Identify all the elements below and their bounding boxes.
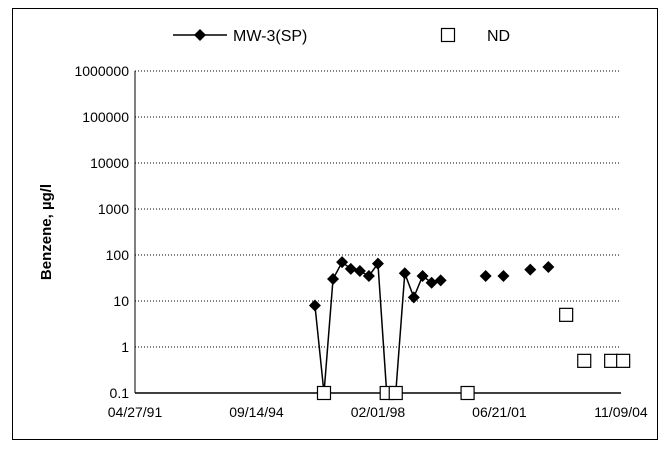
y-tick-label: 100 — [106, 247, 130, 263]
data-point-mw3 — [407, 291, 420, 304]
data-point-nd — [604, 353, 619, 368]
data-point-mw3 — [362, 269, 375, 282]
legend-marker-nd — [440, 27, 456, 43]
data-point-nd — [616, 353, 631, 368]
data-point-mw3 — [542, 260, 555, 273]
data-point-mw3 — [371, 257, 384, 270]
y-tick-label: 100000 — [82, 109, 129, 125]
y-tick-label: 10000 — [90, 155, 129, 171]
x-tick-label: 02/01/98 — [351, 404, 406, 420]
data-point-mw3 — [425, 276, 438, 289]
data-point-mw3 — [308, 299, 321, 312]
data-point-mw3 — [353, 264, 366, 277]
x-tick-label: 06/21/01 — [472, 404, 527, 420]
data-point-nd — [559, 307, 574, 322]
benzene-chart: 1000000 100000 10000 1000 100 10 1 0.1 04/27/91 0… — [38, 27, 648, 420]
legend-marker-mw3 — [194, 29, 206, 41]
x-tick-label: 09/14/94 — [229, 404, 284, 420]
data-point-mw3 — [416, 269, 429, 282]
data-point-nd — [577, 353, 592, 368]
y-tick-label: 1 — [121, 339, 129, 355]
data-point-mw3 — [327, 273, 340, 286]
legend-label-nd: ND — [487, 28, 510, 45]
data-point-mw3 — [336, 256, 349, 269]
x-tick-label: 04/27/91 — [108, 404, 163, 420]
y-tick-label: 1000 — [98, 201, 129, 217]
y-tick-label: 0.1 — [110, 385, 130, 401]
data-point-mw3 — [344, 262, 357, 275]
y-tick-label: 1000000 — [74, 63, 129, 79]
data-point-mw3 — [497, 269, 510, 282]
data-point-mw3 — [434, 274, 447, 287]
y-axis-label: Benzene, µg/l — [38, 184, 55, 280]
data-point-nd — [460, 385, 475, 401]
data-point-mw3 — [479, 269, 492, 282]
data-point-mw3 — [524, 263, 537, 276]
data-point-nd — [316, 385, 332, 401]
data-point-mw3 — [398, 267, 411, 280]
data-point-nd — [388, 385, 403, 401]
chart-frame: 1000000 100000 10000 1000 100 10 1 0.1 04/27/91 0… — [12, 8, 658, 440]
x-tick-label: 11/09/04 — [594, 404, 648, 420]
legend-label-mw3: MW-3(SP) — [233, 28, 307, 45]
y-tick-label: 10 — [113, 293, 129, 309]
